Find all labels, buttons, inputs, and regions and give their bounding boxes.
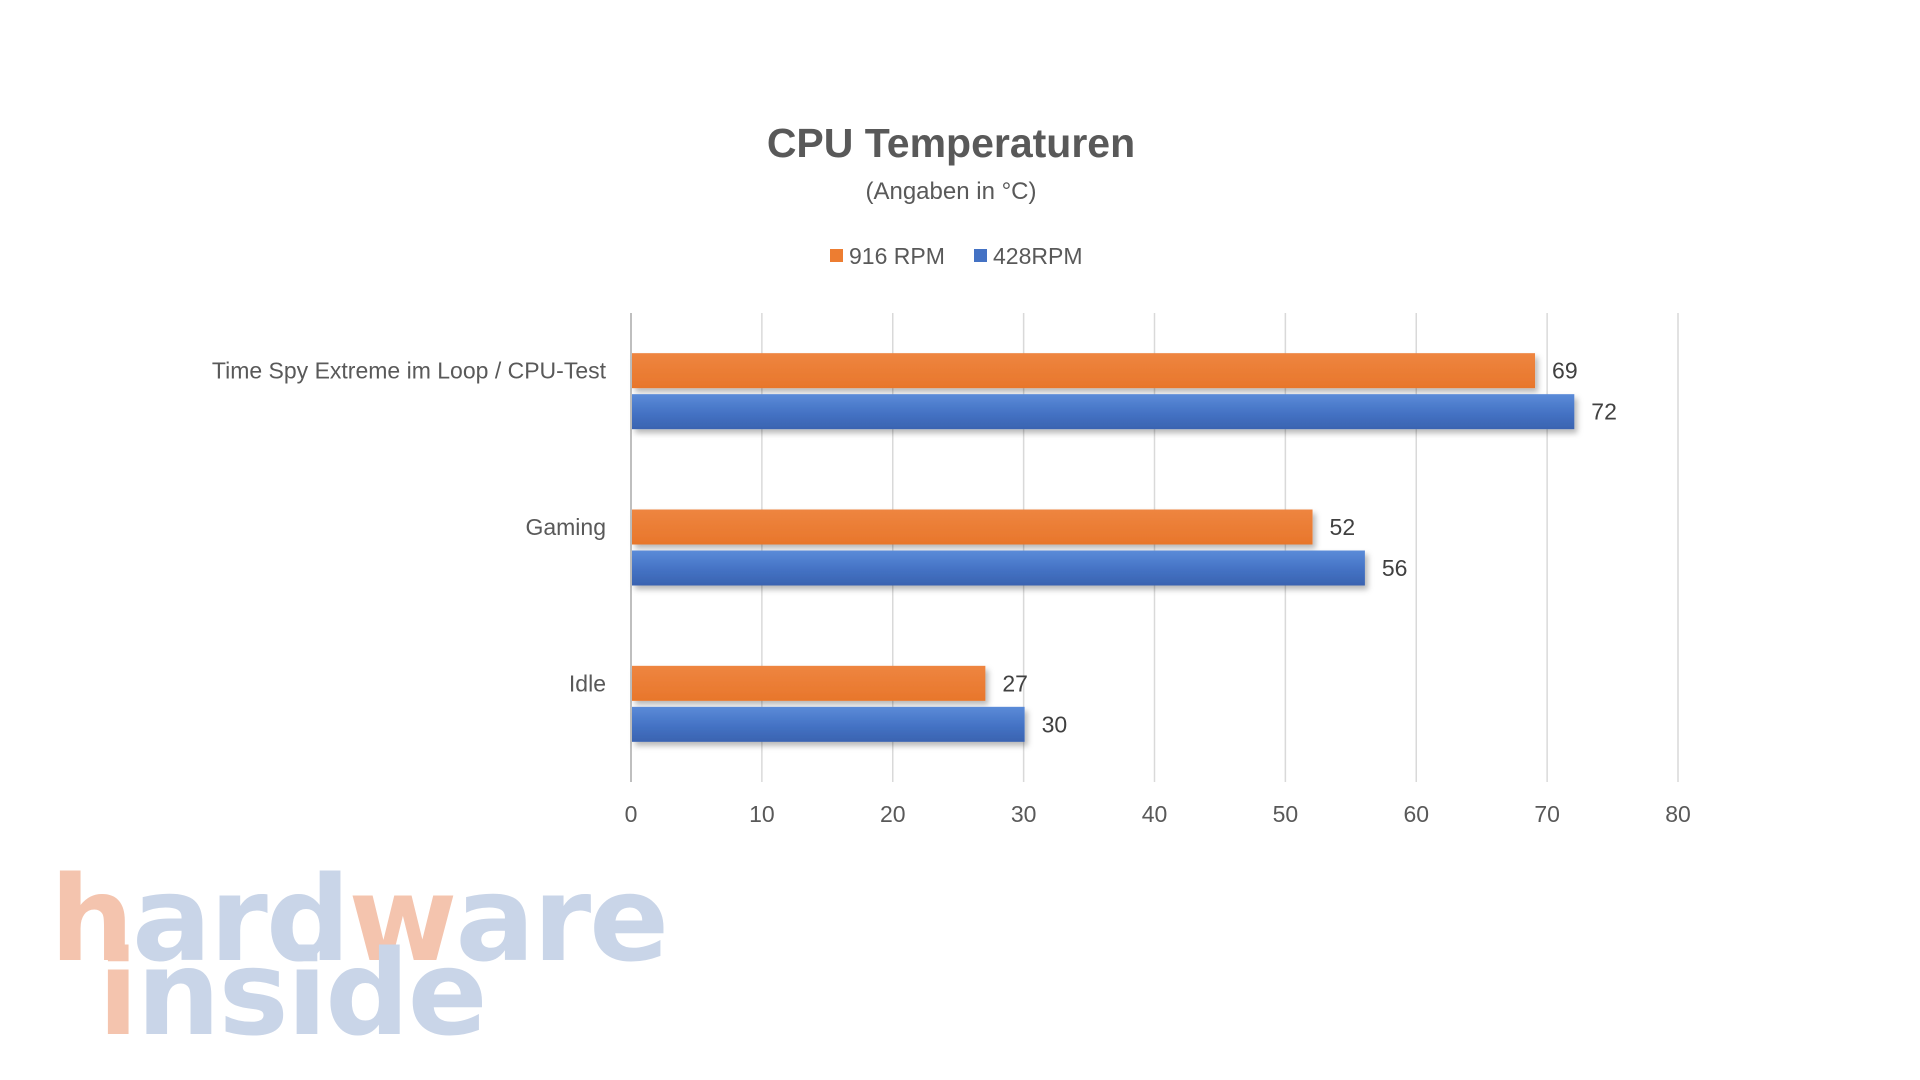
legend-label-916rpm: 916 RPM [849,243,945,269]
bar-1-0 [632,509,1313,545]
watermark-h: h [50,850,132,988]
watermark-w: w [348,850,455,988]
watermark-line2: inside [98,924,486,1062]
bar-0-1 [632,394,1575,430]
gridlines [630,313,1679,782]
watermark-line1: hardware [50,850,667,988]
bar-0-0 [632,353,1536,389]
category-label-0: Time Spy Extreme im Loop / CPU-Test [212,358,607,384]
chart-title: CPU Temperaturen [767,120,1135,166]
legend-swatch-916rpm [830,249,843,262]
legend-label-428rpm: 428RPM [993,243,1082,269]
watermark-i: i [98,924,136,1062]
x-tick-label-40: 40 [1142,801,1168,827]
bar-2-1 [632,706,1025,742]
data-label-1-0: 52 [1330,514,1356,540]
watermark-logo: hardware inside [50,850,669,1062]
legend: 916 RPM 428RPM [830,243,1082,269]
watermark-are: are [455,850,667,988]
x-tick-label-60: 60 [1403,801,1429,827]
data-label-2-0: 27 [1002,670,1028,696]
chart-subtitle: (Angaben in °C) [865,178,1036,205]
data-label-1-1: 56 [1382,555,1408,581]
category-label-1: Gaming [525,514,606,540]
bar-2-0 [632,665,986,701]
data-label-0-0: 69 [1552,358,1578,384]
category-label-2: Idle [569,670,606,696]
x-tick-label-30: 30 [1011,801,1037,827]
x-tick-label-20: 20 [880,801,906,827]
x-tick-label-70: 70 [1534,801,1560,827]
plot-area [632,353,1575,742]
axis-labels: 0 10 20 30 40 50 60 70 80 Time Spy Extreme im Loo… [212,358,1691,827]
legend-swatch-428rpm [974,249,987,262]
watermark-ard: ard [132,850,348,988]
x-tick-label-0: 0 [625,801,638,827]
watermark-nside: nside [136,924,485,1062]
bar-1-1 [632,550,1365,586]
data-label-0-1: 72 [1591,399,1617,425]
x-tick-label-80: 80 [1665,801,1691,827]
x-tick-label-50: 50 [1273,801,1299,827]
x-tick-label-10: 10 [749,801,775,827]
data-label-2-1: 30 [1042,711,1068,737]
